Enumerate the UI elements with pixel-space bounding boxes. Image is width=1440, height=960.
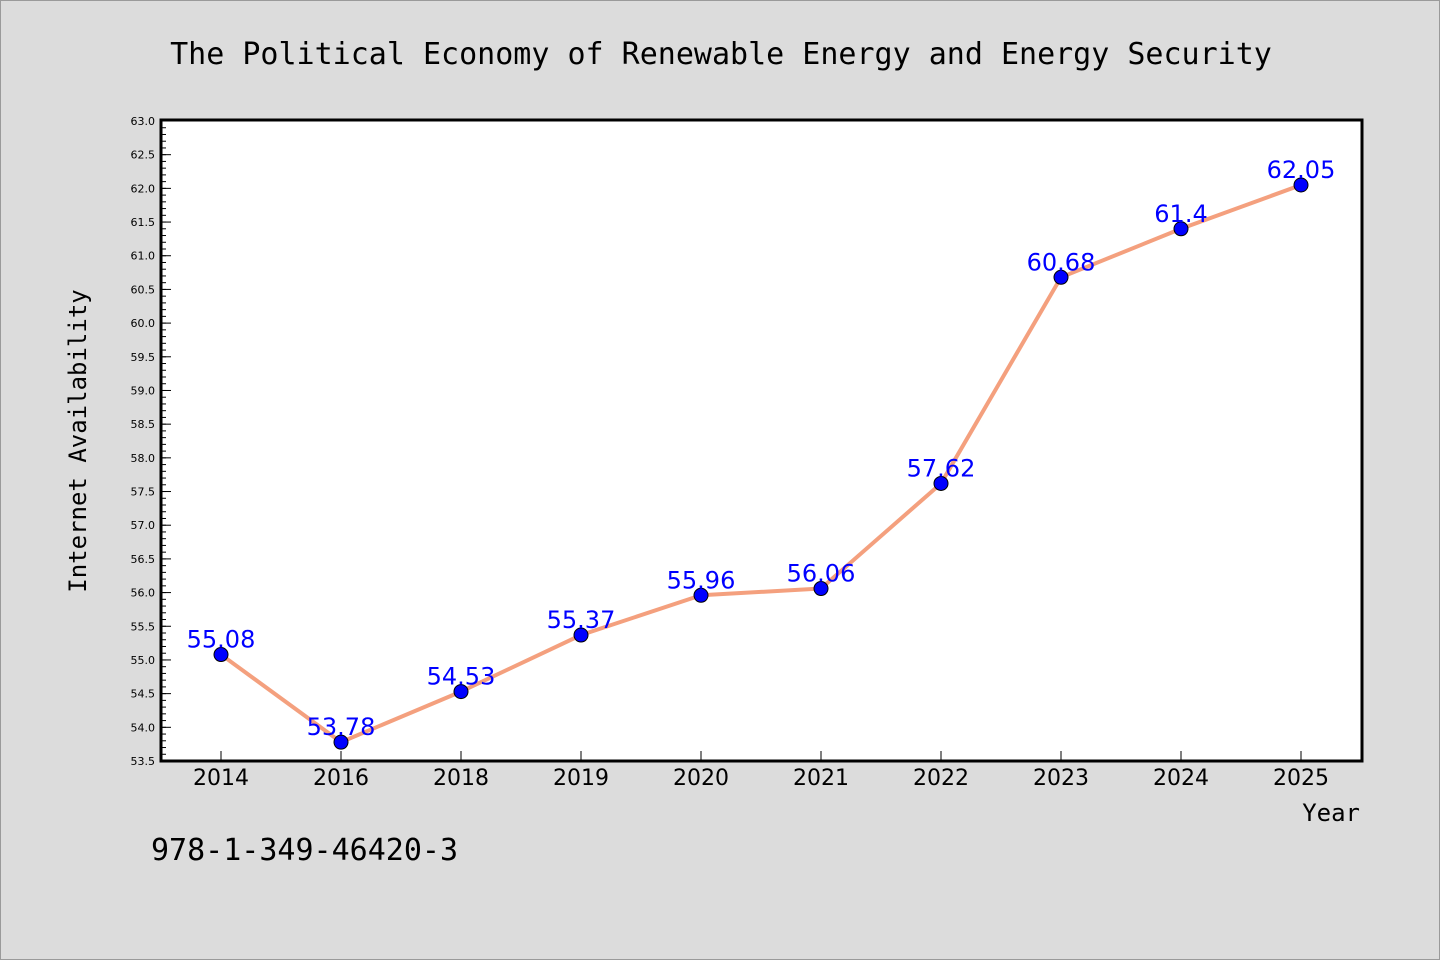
x-axis-ticks: 2014 2016 2018 2019 2020 2021 2022 2023 2024 2025 — [193, 751, 1329, 791]
data-markers — [213, 177, 1309, 750]
y-tick-label: 58.0 — [131, 452, 156, 465]
y-tick-label: 61.5 — [131, 216, 156, 229]
y-tick-label: 62.0 — [131, 182, 156, 195]
plot-area — [159, 118, 1364, 763]
x-tick-label: 2019 — [553, 766, 609, 791]
data-point — [813, 581, 829, 597]
data-point — [933, 475, 949, 491]
y-axis-ticks: 53.5 54.0 54.5 55.0 55.5 56.0 56.5 57.0 57.5 58.0… — [131, 115, 171, 768]
y-tick-label: 55.5 — [131, 620, 156, 633]
y-tick-label: 54.5 — [131, 688, 156, 701]
data-label: 57.62 — [907, 454, 976, 482]
x-tick-label: 2016 — [313, 766, 369, 791]
data-point — [1293, 177, 1309, 193]
y-tick-label: 61.0 — [131, 250, 156, 263]
data-point — [693, 587, 709, 603]
series-line — [219, 183, 1302, 745]
x-tick-label: 2025 — [1273, 766, 1329, 791]
y-tick-label: 60.5 — [131, 283, 156, 296]
x-tick-label: 2020 — [673, 766, 729, 791]
y-tick-label: 55.0 — [131, 654, 156, 667]
data-point — [213, 647, 229, 663]
data-point — [573, 627, 589, 643]
x-axis-label: Year — [1302, 799, 1360, 827]
data-label: 53.78 — [307, 713, 376, 741]
y-tick-label: 53.5 — [131, 755, 156, 768]
data-label: 60.68 — [1027, 248, 1096, 276]
y-tick-label: 62.5 — [131, 149, 156, 162]
y-tick-label: 59.5 — [131, 351, 156, 364]
data-label: 55.37 — [547, 606, 616, 634]
y-tick-label: 59.0 — [131, 384, 156, 397]
data-label: 61.4 — [1154, 200, 1207, 228]
isbn-text: 978-1-349-46420-3 — [151, 833, 459, 868]
y-tick-label: 58.5 — [131, 418, 156, 431]
y-tick-label: 57.0 — [131, 519, 156, 532]
x-tick-label: 2021 — [793, 766, 849, 791]
x-tick-label: 2024 — [1153, 766, 1209, 791]
data-point — [1173, 221, 1189, 237]
data-label: 55.08 — [187, 626, 256, 654]
data-point — [1053, 269, 1069, 285]
data-label: 54.53 — [427, 663, 496, 691]
data-labels: 55.08 53.78 54.53 55.37 55.96 56.06 57.62 60.68… — [187, 156, 1336, 741]
x-tick-label: 2018 — [433, 766, 489, 791]
y-tick-label: 60.0 — [131, 317, 156, 330]
y-tick-label: 57.5 — [131, 486, 156, 499]
y-tick-label: 63.0 — [131, 115, 156, 128]
data-label: 56.06 — [787, 560, 856, 588]
data-label: 62.05 — [1267, 156, 1336, 184]
y-tick-label: 54.0 — [131, 721, 156, 734]
data-point — [453, 684, 469, 700]
data-point — [333, 734, 349, 750]
x-tick-label: 2022 — [913, 766, 969, 791]
x-tick-label: 2023 — [1033, 766, 1089, 791]
data-label: 55.96 — [667, 566, 736, 594]
y-tick-label: 56.0 — [131, 587, 156, 600]
x-tick-label: 2014 — [193, 766, 249, 791]
chart-title: The Political Economy of Renewable Energ… — [170, 37, 1272, 72]
y-axis-label: Internet Availability — [64, 289, 92, 592]
y-tick-label: 56.5 — [131, 553, 156, 566]
